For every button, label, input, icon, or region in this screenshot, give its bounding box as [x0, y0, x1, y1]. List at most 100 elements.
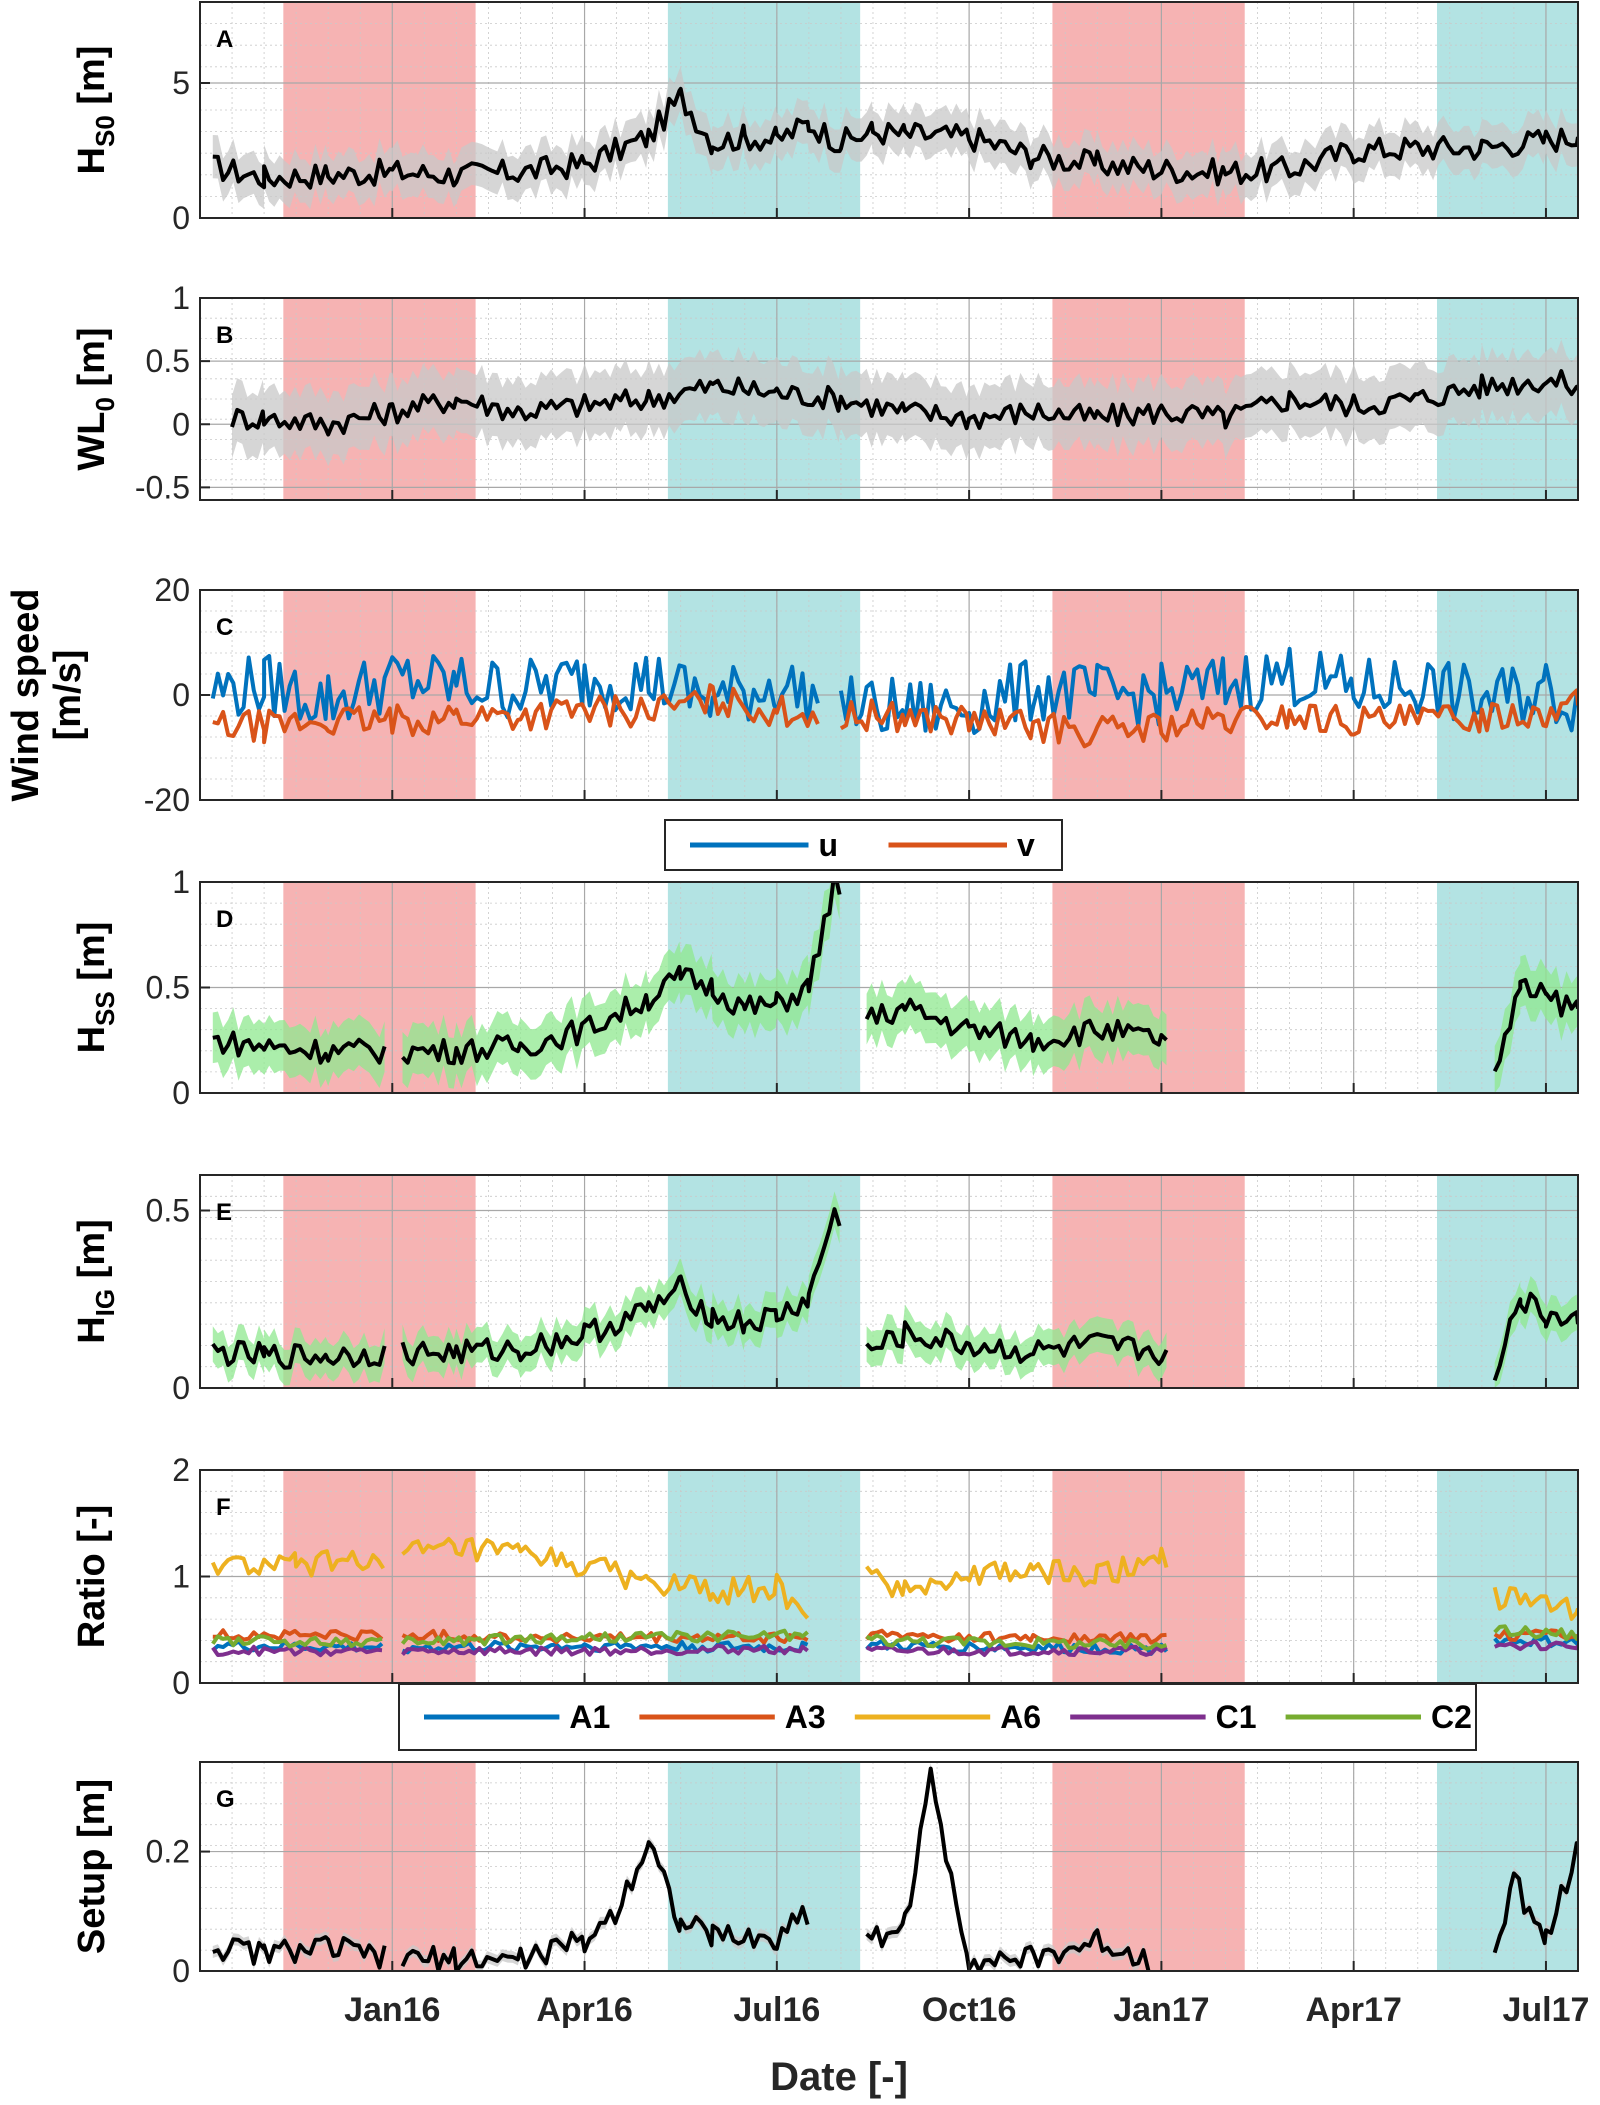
series-line-C1 — [865, 1644, 1168, 1657]
panel-letter: F — [216, 1494, 231, 1521]
series-band-Hig — [1494, 1276, 1578, 1388]
y-axis-label-subscript: S0 — [90, 115, 120, 147]
y-axis-label-subscript: IG — [90, 1289, 120, 1316]
x-tick-label: Apr17 — [1305, 1991, 1401, 2029]
series-group — [212, 1762, 1578, 1971]
series-band-Hig — [212, 1324, 385, 1386]
series-line-Hig — [1492, 1291, 1578, 1382]
panel-letter: B — [216, 322, 233, 349]
axes-box — [199, 1, 1579, 219]
y-axis-label-unit: [m] — [71, 327, 113, 397]
series-line-C2 — [400, 1628, 809, 1647]
series-line-A6 — [401, 1536, 810, 1620]
series-line-Setup — [212, 1935, 387, 1970]
y-axis-label: Ratio [-] — [71, 1505, 113, 1649]
legend-label-v: v — [1017, 827, 1035, 863]
series-band-Hss — [1494, 954, 1578, 1093]
y-tick-label: 0.2 — [146, 1834, 190, 1870]
y-axis-label-subscript: 0 — [90, 397, 120, 411]
y-tick-label: 0 — [172, 200, 190, 236]
x-tick-label: Apr16 — [536, 1991, 632, 2029]
y-tick-label: 0 — [172, 1665, 190, 1701]
panel-G: 0 0.2 G Setup [m] — [71, 1761, 1579, 1989]
season-band-winter — [1052, 1762, 1245, 1971]
series-group — [212, 882, 1578, 1093]
y-axis-label-main: H — [71, 147, 113, 174]
y-tick-label: 20 — [154, 572, 190, 608]
series-line-C2 — [1493, 1624, 1578, 1642]
y-axis-label-main: WL — [71, 412, 113, 471]
series-line-C2 — [865, 1633, 1168, 1651]
panel-D: 0 0.5 1D HSS [m] — [71, 864, 1579, 1111]
panel-A: 0 5A HS0 [m] — [71, 1, 1579, 236]
y-axis-label-unit: [m] — [71, 1219, 113, 1289]
y-tick-label: 2 — [172, 1452, 190, 1488]
y-axis-label-unit: [m] — [71, 922, 113, 992]
y-axis-label: HSS [m] — [71, 922, 120, 1054]
series-line-Hs0 — [212, 86, 1578, 190]
series-line-Hss — [1492, 977, 1578, 1073]
panel-letter: C — [216, 614, 233, 641]
series-line-Hss — [401, 882, 842, 1066]
legend-label-C1: C1 — [1216, 1699, 1257, 1735]
series-band-WL0 — [232, 339, 1578, 467]
series-group — [230, 339, 1578, 467]
series-line-Hig — [865, 1320, 1169, 1366]
panel-C: -20 0 20 C Wind speed [m/s] — [5, 572, 1579, 818]
series-line-A6 — [865, 1546, 1169, 1598]
series-line-C2 — [211, 1634, 383, 1649]
panel-letter: E — [216, 1199, 232, 1226]
y-axis-label: Setup [m] — [71, 1779, 113, 1954]
y-axis-label-main: Ratio [-] — [71, 1505, 113, 1649]
series-line-Hss — [212, 1030, 387, 1065]
series-line-Setup — [400, 1840, 810, 1971]
panel-F: 0 1 2F Ratio [-] — [71, 1452, 1579, 1701]
y-axis-label-unit: [m/s] — [47, 650, 89, 741]
y-tick-label: 0 — [172, 1075, 190, 1111]
series-group — [210, 646, 1578, 749]
y-axis-label: HS0 [m] — [71, 46, 120, 175]
y-tick-label: 1 — [172, 864, 190, 900]
series-line-Setup — [865, 1766, 1151, 1971]
series-line-C1 — [211, 1644, 383, 1658]
y-tick-label: 5 — [172, 65, 190, 101]
y-tick-label: 0 — [172, 677, 190, 713]
y-axis-label-main: H — [71, 1316, 113, 1343]
legend-label-u: u — [819, 827, 839, 863]
panel-letter: A — [216, 26, 233, 53]
legend-label-A3: A3 — [785, 1699, 826, 1735]
series-group — [211, 1191, 1578, 1388]
series-group — [212, 67, 1578, 210]
series-band-Setup — [866, 1762, 1149, 1971]
y-axis-label-subscript: SS — [90, 991, 120, 1026]
y-tick-label: 0 — [172, 406, 190, 442]
y-tick-label: 0 — [172, 1953, 190, 1989]
y-axis-label-main: Setup [m] — [71, 1779, 113, 1954]
series-line-v — [839, 688, 1578, 749]
series-band-Hss — [866, 974, 1167, 1077]
series-band-Hig — [866, 1304, 1167, 1382]
axes-box — [199, 1174, 1579, 1389]
panel-letter: G — [216, 1786, 235, 1813]
series-band-Hig — [402, 1191, 840, 1383]
legend-label-A1: A1 — [569, 1699, 610, 1735]
y-axis-label-unit: [m] — [71, 46, 113, 116]
series-group — [210, 1536, 1578, 1658]
series-line-v — [212, 683, 820, 745]
y-tick-label: 1 — [172, 280, 190, 316]
legend-label-C2: C2 — [1431, 1699, 1472, 1735]
x-axis-label: Date [-] — [770, 2055, 908, 2099]
series-line-A3 — [212, 1628, 384, 1643]
y-tick-label: -0.5 — [135, 469, 190, 505]
x-tick-label: Jul16 — [733, 1991, 820, 2029]
y-axis-label: Wind speed — [5, 589, 47, 802]
series-line-C1 — [401, 1643, 809, 1657]
x-tick-label: Jan17 — [1113, 1991, 1209, 2029]
series-line-WL0 — [230, 369, 1578, 437]
panel-letter: D — [216, 906, 233, 933]
series-line-Hig — [211, 1339, 387, 1370]
x-tick-label: Jan16 — [344, 1991, 440, 2029]
series-band-Hss — [402, 882, 840, 1089]
